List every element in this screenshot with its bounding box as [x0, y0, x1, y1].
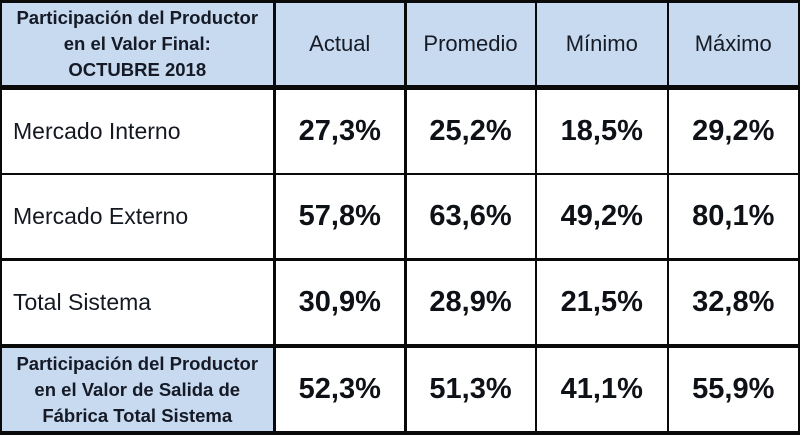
- table-title-cell: Participación del Productor en el Valor …: [2, 3, 273, 86]
- value-total-sistema-minimo: 21,5%: [537, 260, 667, 345]
- table-title-line-2: en el Valor Final:: [63, 33, 211, 55]
- value-salida-fabrica-actual: 52,3%: [275, 348, 404, 432]
- value-salida-fabrica-promedio: 51,3%: [406, 348, 535, 432]
- value-mercado-externo-minimo: 49,2%: [537, 175, 667, 259]
- row-label-mercado-externo: Mercado Externo: [2, 175, 273, 259]
- column-header-minimo: Mínimo: [537, 3, 667, 86]
- value-salida-fabrica-minimo: 41,1%: [537, 348, 667, 432]
- column-header-promedio: Promedio: [406, 3, 535, 86]
- value-total-sistema-promedio: 28,9%: [406, 260, 535, 345]
- row-label-mercado-interno: Mercado Interno: [2, 89, 273, 173]
- value-mercado-externo-promedio: 63,6%: [406, 175, 535, 259]
- table-title-line-1: Participación del Productor: [16, 7, 259, 29]
- value-mercado-externo-actual: 57,8%: [275, 175, 404, 259]
- footer-label-line-3: Fábrica Total Sistema: [42, 404, 233, 426]
- value-mercado-externo-maximo: 80,1%: [669, 175, 798, 259]
- column-header-maximo: Máximo: [669, 3, 798, 86]
- table-title-line-3: OCTUBRE 2018: [68, 59, 207, 81]
- value-mercado-interno-maximo: 29,2%: [669, 89, 798, 173]
- value-total-sistema-maximo: 32,8%: [669, 260, 798, 345]
- value-mercado-interno-actual: 27,3%: [275, 89, 404, 173]
- column-header-actual: Actual: [275, 3, 404, 86]
- value-salida-fabrica-maximo: 55,9%: [669, 348, 798, 432]
- value-mercado-interno-minimo: 18,5%: [537, 89, 667, 173]
- footer-label-cell: Participación del Productor en el Valor …: [2, 348, 273, 432]
- value-total-sistema-actual: 30,9%: [275, 260, 404, 345]
- value-mercado-interno-promedio: 25,2%: [406, 89, 535, 173]
- footer-label-line-2: en el Valor de Salida de: [34, 378, 241, 400]
- row-label-total-sistema: Total Sistema: [2, 260, 273, 345]
- footer-label-line-1: Participación del Productor: [16, 352, 259, 374]
